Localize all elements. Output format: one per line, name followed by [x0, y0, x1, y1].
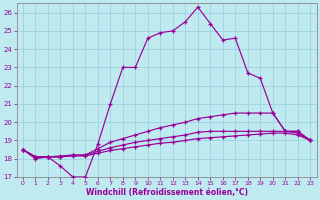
X-axis label: Windchill (Refroidissement éolien,°C): Windchill (Refroidissement éolien,°C)	[85, 188, 248, 197]
